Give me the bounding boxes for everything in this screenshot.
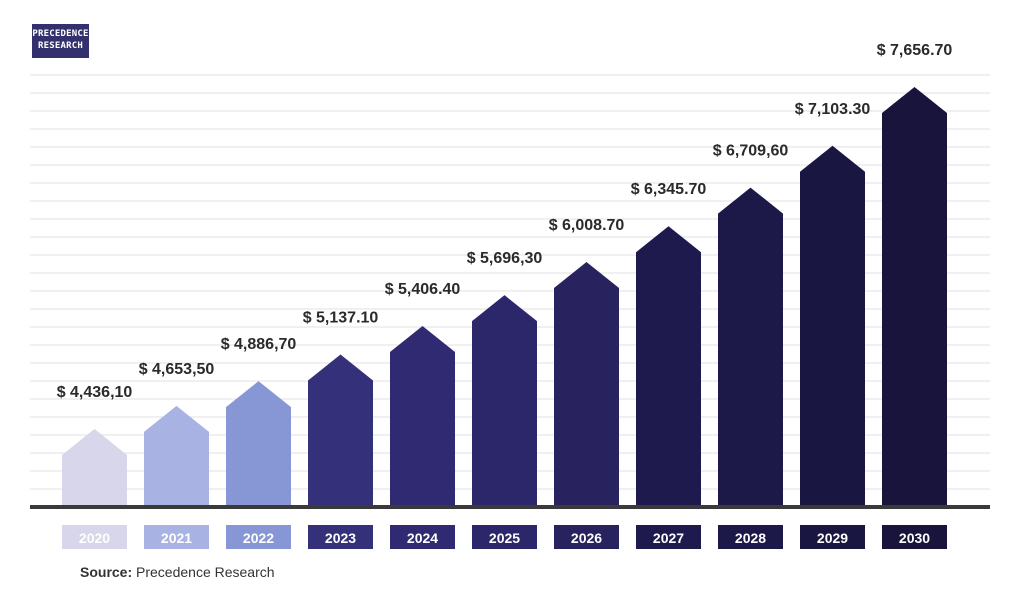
- data-label-2025: $ 5,696,30: [467, 250, 543, 267]
- data-label-2020: $ 4,436,10: [57, 384, 133, 401]
- x-tick-2026: 2026: [554, 525, 619, 549]
- x-tick-2023: 2023: [308, 525, 373, 549]
- x-tick-2022: 2022: [226, 525, 291, 549]
- x-tick-label: 2025: [489, 530, 520, 546]
- bar-2021: [144, 405, 209, 505]
- x-tick-label: 2020: [79, 530, 110, 546]
- x-tick-box: [472, 525, 537, 549]
- x-tick-2024: 2024: [390, 525, 455, 549]
- x-tick-2030: 2030: [882, 525, 947, 549]
- x-tick-box: [226, 525, 291, 549]
- bar-2030: [882, 87, 947, 505]
- x-tick-label: 2022: [243, 530, 274, 546]
- x-tick-2021: 2021: [144, 525, 209, 549]
- x-tick-2025: 2025: [472, 525, 537, 549]
- x-tick-label: 2024: [407, 530, 438, 546]
- data-label-2027: $ 6,345.70: [631, 181, 707, 198]
- data-label-2026: $ 6,008.70: [549, 217, 625, 234]
- x-tick-label: 2027: [653, 530, 684, 546]
- bar-2024: [390, 325, 455, 505]
- x-tick-label: 2029: [817, 530, 848, 546]
- data-label-2028: $ 6,709,60: [713, 143, 789, 160]
- x-tick-label: 2028: [735, 530, 766, 546]
- data-label-2022: $ 4,886,70: [221, 336, 297, 353]
- x-tick-box: [390, 525, 455, 549]
- data-label-2023: $ 5,137.10: [303, 310, 379, 327]
- x-tick-label: 2021: [161, 530, 192, 546]
- x-tick-2029: 2029: [800, 525, 865, 549]
- x-tick-label: 2023: [325, 530, 356, 546]
- x-tick-box: [882, 525, 947, 549]
- bar-2025: [472, 295, 537, 505]
- data-label-2024: $ 5,406.40: [385, 281, 461, 298]
- logo-line-1: PRECEDENCE: [32, 29, 89, 39]
- bar-2028: [718, 187, 783, 506]
- bar-2023: [308, 354, 373, 505]
- source-label: Source:: [80, 564, 133, 580]
- source-text: Precedence Research: [136, 564, 275, 580]
- data-labels-group: $ 4,436,10 $ 4,653,50 $ 4,886,70 $ 5,137.10…: [57, 42, 953, 401]
- data-label-2029: $ 7,103.30: [795, 101, 871, 118]
- x-tick-2020: 2020: [62, 525, 127, 549]
- x-tick-box: [800, 525, 865, 549]
- data-label-2021: $ 4,653,50: [139, 361, 215, 378]
- logo-line-2: RESEARCH: [38, 41, 83, 51]
- x-tick-box: [718, 525, 783, 549]
- bar-2026: [554, 262, 619, 505]
- precedence-research-logo: PRECEDENCE RESEARCH: [32, 24, 89, 58]
- x-axis-tick-labels: 2020 2021 2022 2023 2024 2025 2026 2027 2028 2029…: [62, 525, 947, 549]
- x-tick-box: [554, 525, 619, 549]
- data-label-2030: $ 7,656.70: [877, 42, 953, 59]
- bar-2027: [636, 226, 701, 505]
- x-tick-box: [308, 525, 373, 549]
- x-tick-box: [144, 525, 209, 549]
- source-note: Source: Precedence Research: [80, 564, 275, 580]
- x-tick-2027: 2027: [636, 525, 701, 549]
- x-tick-label: 2030: [899, 530, 930, 546]
- bar-2022: [226, 381, 291, 505]
- bars-group: [62, 87, 947, 506]
- x-tick-label: 2026: [571, 530, 602, 546]
- bar-2029: [800, 145, 865, 506]
- x-tick-box: [62, 525, 127, 549]
- x-tick-2028: 2028: [718, 525, 783, 549]
- x-tick-box: [636, 525, 701, 549]
- bar-2020: [62, 429, 127, 505]
